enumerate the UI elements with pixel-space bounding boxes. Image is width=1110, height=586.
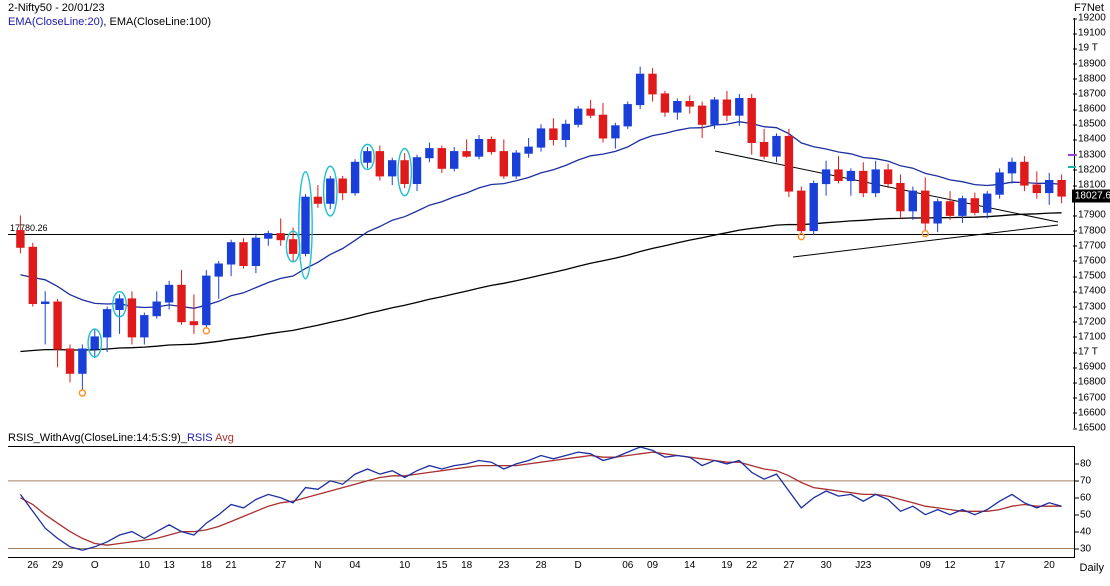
y-tick: 18700 <box>1078 88 1110 99</box>
chart-title: 2-Nifty50 - 20/01/23 <box>8 2 105 14</box>
rsi-y-tick: 60 <box>1080 492 1104 503</box>
y-tick: 18900 <box>1078 58 1110 69</box>
y-tick: 19200 <box>1078 13 1110 24</box>
y-tick: 18400 <box>1078 134 1110 145</box>
x-tick: 09 <box>920 560 931 571</box>
x-tick: 29 <box>52 560 63 571</box>
y-tick: 16500 <box>1078 423 1110 434</box>
y-tick: 16800 <box>1078 377 1110 388</box>
rsi-y-tick: 80 <box>1080 458 1104 469</box>
y-tick: 18800 <box>1078 73 1110 84</box>
y-tick: 19100 <box>1078 28 1110 39</box>
y-tick: 17300 <box>1078 301 1110 312</box>
support-line <box>8 234 1074 235</box>
rsi-svg <box>8 447 1074 557</box>
x-tick: 23 <box>498 560 509 571</box>
x-tick: 13 <box>164 560 175 571</box>
x-tick: 04 <box>350 560 361 571</box>
y-tick: 17600 <box>1078 255 1110 266</box>
last-price-badge: 18027.6 <box>1072 190 1110 203</box>
x-tick: 19 <box>721 560 732 571</box>
x-tick: N <box>314 560 321 571</box>
x-tick: 06 <box>622 560 633 571</box>
x-tick: 12 <box>944 560 955 571</box>
x-tick: 26 <box>27 560 38 571</box>
x-tick: 10 <box>399 560 410 571</box>
x-tick: 18 <box>461 560 472 571</box>
y-tick: 18200 <box>1078 164 1110 175</box>
y-tick: 18500 <box>1078 119 1110 130</box>
x-axis: 26 29 O 10 13 18 21 27 N 04 10 15 18 23 28 D 06 09 14 19 22 2… <box>8 556 1074 574</box>
x-tick: 14 <box>684 560 695 571</box>
x-tick: 18 <box>201 560 212 571</box>
x-tick: D <box>575 560 582 571</box>
y-tick: 17100 <box>1078 331 1110 342</box>
rsi-y-tick: 50 <box>1080 509 1104 520</box>
x-tick: J23 <box>855 560 871 571</box>
y-tick: 17400 <box>1078 286 1110 297</box>
rsi-y-tick: 40 <box>1080 526 1104 537</box>
x-tick: 27 <box>783 560 794 571</box>
y-tick: 17900 <box>1078 210 1110 221</box>
rsi-title: RSIS_WithAvg(CloseLine:14:5:S:9)_RSIS Av… <box>8 432 234 444</box>
rsi-y-tick: 70 <box>1080 475 1104 486</box>
y-tick: 17500 <box>1078 271 1110 282</box>
x-tick: 17 <box>994 560 1005 571</box>
x-tick: 15 <box>436 560 447 571</box>
y-tick: 16600 <box>1078 407 1110 418</box>
x-tick: 20 <box>1044 560 1055 571</box>
y-tick: 16700 <box>1078 392 1110 403</box>
price-svg <box>8 18 1074 428</box>
marker-purple <box>1068 154 1076 156</box>
y-tick: 16900 <box>1078 362 1110 373</box>
x-tick: 28 <box>535 560 546 571</box>
price-chart[interactable]: 192001910019 T18900188001870018600185001… <box>8 18 1075 428</box>
y-tick: 17700 <box>1078 240 1110 251</box>
y-tick: 17800 <box>1078 225 1110 236</box>
x-tick: 22 <box>746 560 757 571</box>
y-tick: 18600 <box>1078 104 1110 115</box>
x-tick: 21 <box>226 560 237 571</box>
x-tick: 30 <box>821 560 832 571</box>
support-line-label: 17780.26 <box>10 223 48 234</box>
daily-label: Daily <box>1080 562 1104 574</box>
x-tick: 10 <box>139 560 150 571</box>
x-tick: O <box>91 560 99 571</box>
x-tick: 27 <box>275 560 286 571</box>
y-tick: 18300 <box>1078 149 1110 160</box>
rsi-y-tick: 30 <box>1080 543 1104 554</box>
y-tick: 17200 <box>1078 316 1110 327</box>
y-tick: 17 T <box>1078 347 1110 358</box>
y-tick: 19 T <box>1078 43 1110 54</box>
rsi-chart[interactable]: 807060504030 <box>8 446 1075 558</box>
marker-teal <box>1068 166 1076 168</box>
x-tick: 09 <box>647 560 658 571</box>
